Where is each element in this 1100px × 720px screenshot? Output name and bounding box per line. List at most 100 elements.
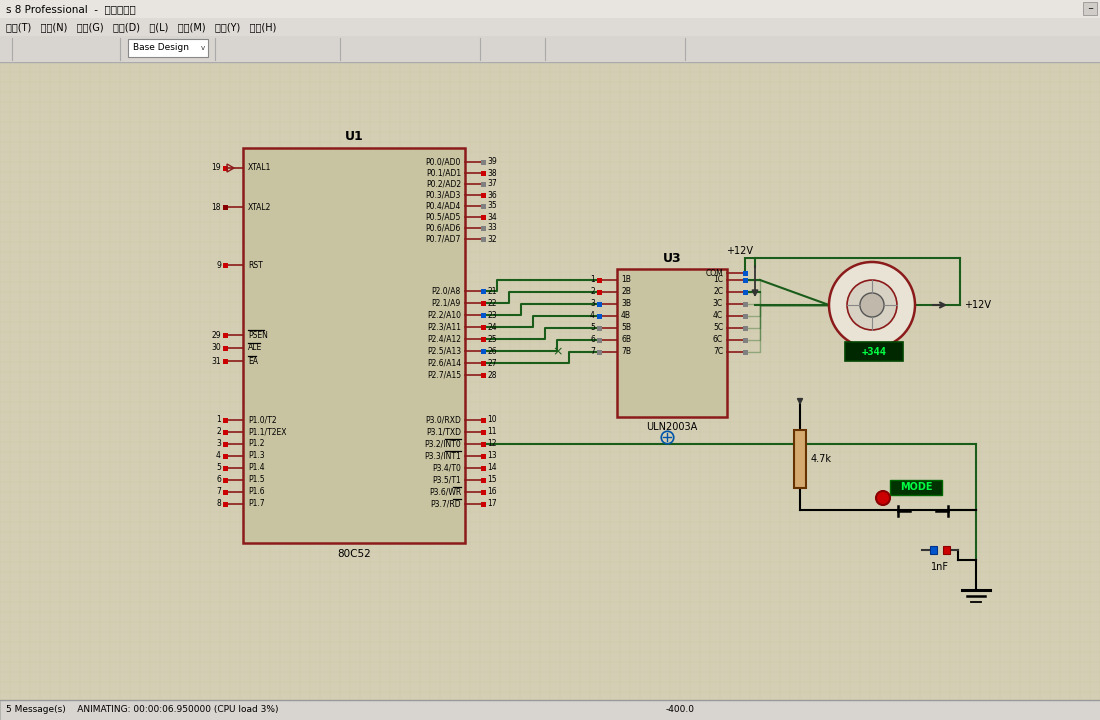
Text: 14: 14 [487,464,496,472]
Text: 38: 38 [487,168,496,178]
Text: 4: 4 [590,312,595,320]
Text: 1nF: 1nF [931,562,949,572]
Text: 30: 30 [211,343,221,353]
Text: P1.2: P1.2 [248,439,264,449]
Text: 26: 26 [487,346,496,356]
Text: 32: 32 [487,235,496,243]
Text: P3.0/RXD: P3.0/RXD [425,415,461,425]
Text: P2.1/A9: P2.1/A9 [431,299,461,307]
Bar [481,454,485,459]
Text: 1C: 1C [713,276,723,284]
Bar [596,277,602,282]
Text: 5 Message(s)    ANIMATING: 00:00:06.950000 (CPU load 3%): 5 Message(s) ANIMATING: 00:00:06.950000 … [6,706,278,714]
Bar [0,0,1100,18]
Text: P0.0/AD0: P0.0/AD0 [426,158,461,166]
Bar [943,546,950,554]
Text: 29: 29 [211,330,221,340]
Text: 7: 7 [216,487,221,497]
Text: P2.2/A10: P2.2/A10 [427,310,461,320]
Text: 7B: 7B [621,348,631,356]
Text: 5: 5 [590,323,595,333]
Text: 4: 4 [216,451,221,461]
Bar [596,325,602,330]
Bar [481,430,485,434]
Bar [481,441,485,446]
Text: -400.0: -400.0 [666,706,694,714]
Bar [222,333,228,338]
Text: MODE: MODE [900,482,933,492]
Text: 3B: 3B [621,300,631,308]
Text: 12: 12 [487,439,496,449]
Bar [617,269,727,417]
Text: 3: 3 [216,439,221,449]
Bar [481,466,485,470]
Text: 6: 6 [590,336,595,344]
Text: 35: 35 [487,202,497,210]
Text: 4B: 4B [621,312,631,320]
Bar [481,490,485,495]
Text: P1.3: P1.3 [248,451,265,461]
Text: P3.5/T1: P3.5/T1 [432,475,461,485]
Text: ULN2003A: ULN2003A [647,422,697,432]
Bar [222,346,228,351]
Bar [481,300,485,305]
Text: P2.7/A15: P2.7/A15 [427,371,461,379]
Text: P0.6/AD6: P0.6/AD6 [426,223,461,233]
Bar [222,418,228,423]
Text: P2.4/A12: P2.4/A12 [427,335,461,343]
Text: P3.4/T0: P3.4/T0 [432,464,461,472]
Text: 27: 27 [487,359,496,367]
Text: XTAL2: XTAL2 [248,202,272,212]
Bar [222,204,228,210]
Text: P1.6: P1.6 [248,487,265,497]
Text: 31: 31 [211,356,221,366]
Bar [596,302,602,307]
Text: 15: 15 [487,475,496,485]
Bar [890,480,942,495]
Bar [243,148,465,543]
Text: P0.3/AD3: P0.3/AD3 [426,191,461,199]
Text: 19: 19 [211,163,221,173]
Text: 7C: 7C [713,348,723,356]
Bar [742,302,748,307]
Text: P2.5/A13: P2.5/A13 [427,346,461,356]
Bar [222,454,228,459]
Bar [222,466,228,470]
Text: 10: 10 [487,415,496,425]
Text: 13: 13 [487,451,496,461]
Circle shape [876,491,890,505]
Text: 39: 39 [487,158,497,166]
Bar [0,36,1100,62]
Bar [930,546,937,554]
Text: P1.1/T2EX: P1.1/T2EX [248,428,286,436]
Text: 2: 2 [217,428,221,436]
Bar [222,166,228,171]
Text: COM: COM [705,269,723,277]
Bar [222,502,228,506]
Bar [0,62,1100,700]
Text: 1: 1 [217,415,221,425]
Text: 6C: 6C [713,336,723,344]
Bar [222,477,228,482]
Text: 37: 37 [487,179,497,189]
Text: 25: 25 [487,335,496,343]
Text: 22: 22 [487,299,496,307]
Text: P3.3/INT1: P3.3/INT1 [425,451,461,461]
Text: P0.1/AD1: P0.1/AD1 [426,168,461,178]
Text: 工具(T)   设计(N)   图表(G)   调试(D)   库(L)   模版(M)   系统(Y)   帮助(H): 工具(T) 设计(N) 图表(G) 调试(D) 库(L) 模版(M) 系统(Y)… [6,22,276,32]
Bar [596,338,602,343]
Text: ALE: ALE [248,343,262,353]
Bar [481,325,485,330]
Text: 18: 18 [211,202,221,212]
Text: 34: 34 [487,212,497,222]
Bar [481,171,485,176]
Bar [481,236,485,241]
Text: U3: U3 [662,253,681,266]
Text: ×: × [552,346,563,359]
Text: 2: 2 [591,287,595,297]
Text: 33: 33 [487,223,497,233]
Text: P1.5: P1.5 [248,475,265,485]
Bar [128,39,208,57]
Text: 23: 23 [487,310,496,320]
Bar [481,289,485,294]
